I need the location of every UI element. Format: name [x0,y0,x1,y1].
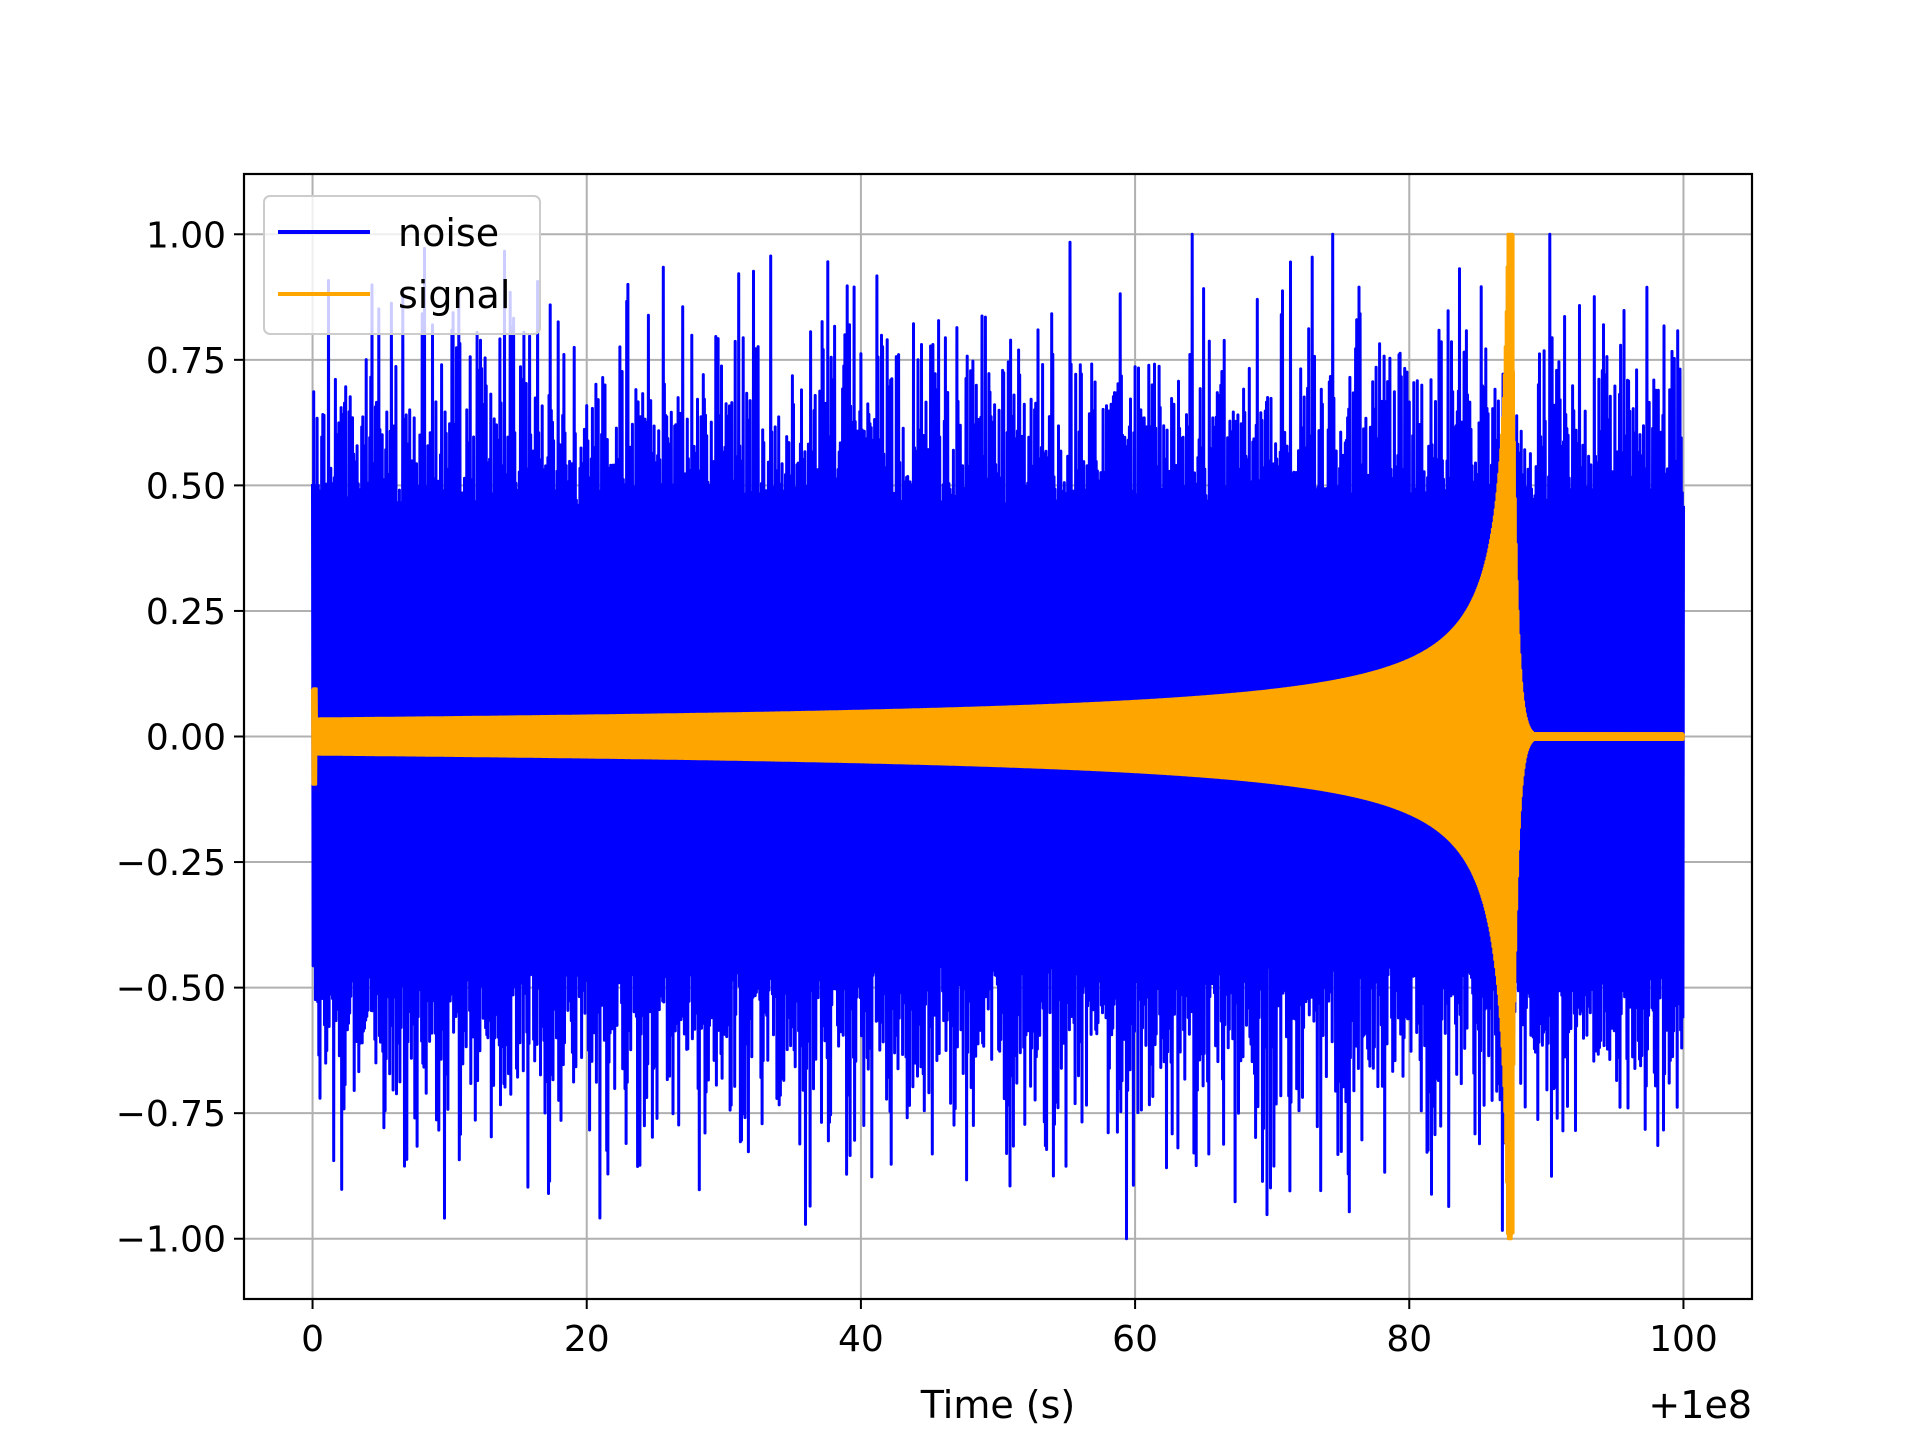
x-tick-label: 80 [1386,1319,1432,1360]
y-tick-label: 0.50 [146,466,226,507]
series-layer [311,232,1685,1241]
y-tick-label: 1.00 [146,215,226,256]
y-tick-label: 0.25 [146,592,226,633]
legend: noise signal [263,195,541,335]
x-tick-label: 60 [1112,1319,1158,1360]
y-tick-label: −0.50 [116,969,226,1010]
y-tick-label: −1.00 [116,1220,226,1261]
y-tick-label: 0.75 [146,341,226,382]
y-tick-label: −0.25 [116,843,226,884]
legend-label-signal: signal [398,273,510,317]
x-axis-title: Time (s) [920,1383,1076,1427]
x-tick-label: 0 [301,1319,324,1360]
x-tick-label: 20 [564,1319,610,1360]
axes: 0 20 40 60 80 100 1.00 0.75 0.50 0.25 0.00 −0.25 −0.… [116,215,1718,1360]
signal-series-line [311,232,1685,1241]
legend-label-noise: noise [398,211,499,255]
x-tick-label: 100 [1649,1319,1718,1360]
noise-series-line [311,232,1685,1241]
x-offset-text: +1e8 [1648,1383,1752,1427]
y-tick-label: 0.00 [146,718,226,759]
x-tick-label: 40 [838,1319,884,1360]
y-tick-label: −0.75 [116,1094,226,1135]
